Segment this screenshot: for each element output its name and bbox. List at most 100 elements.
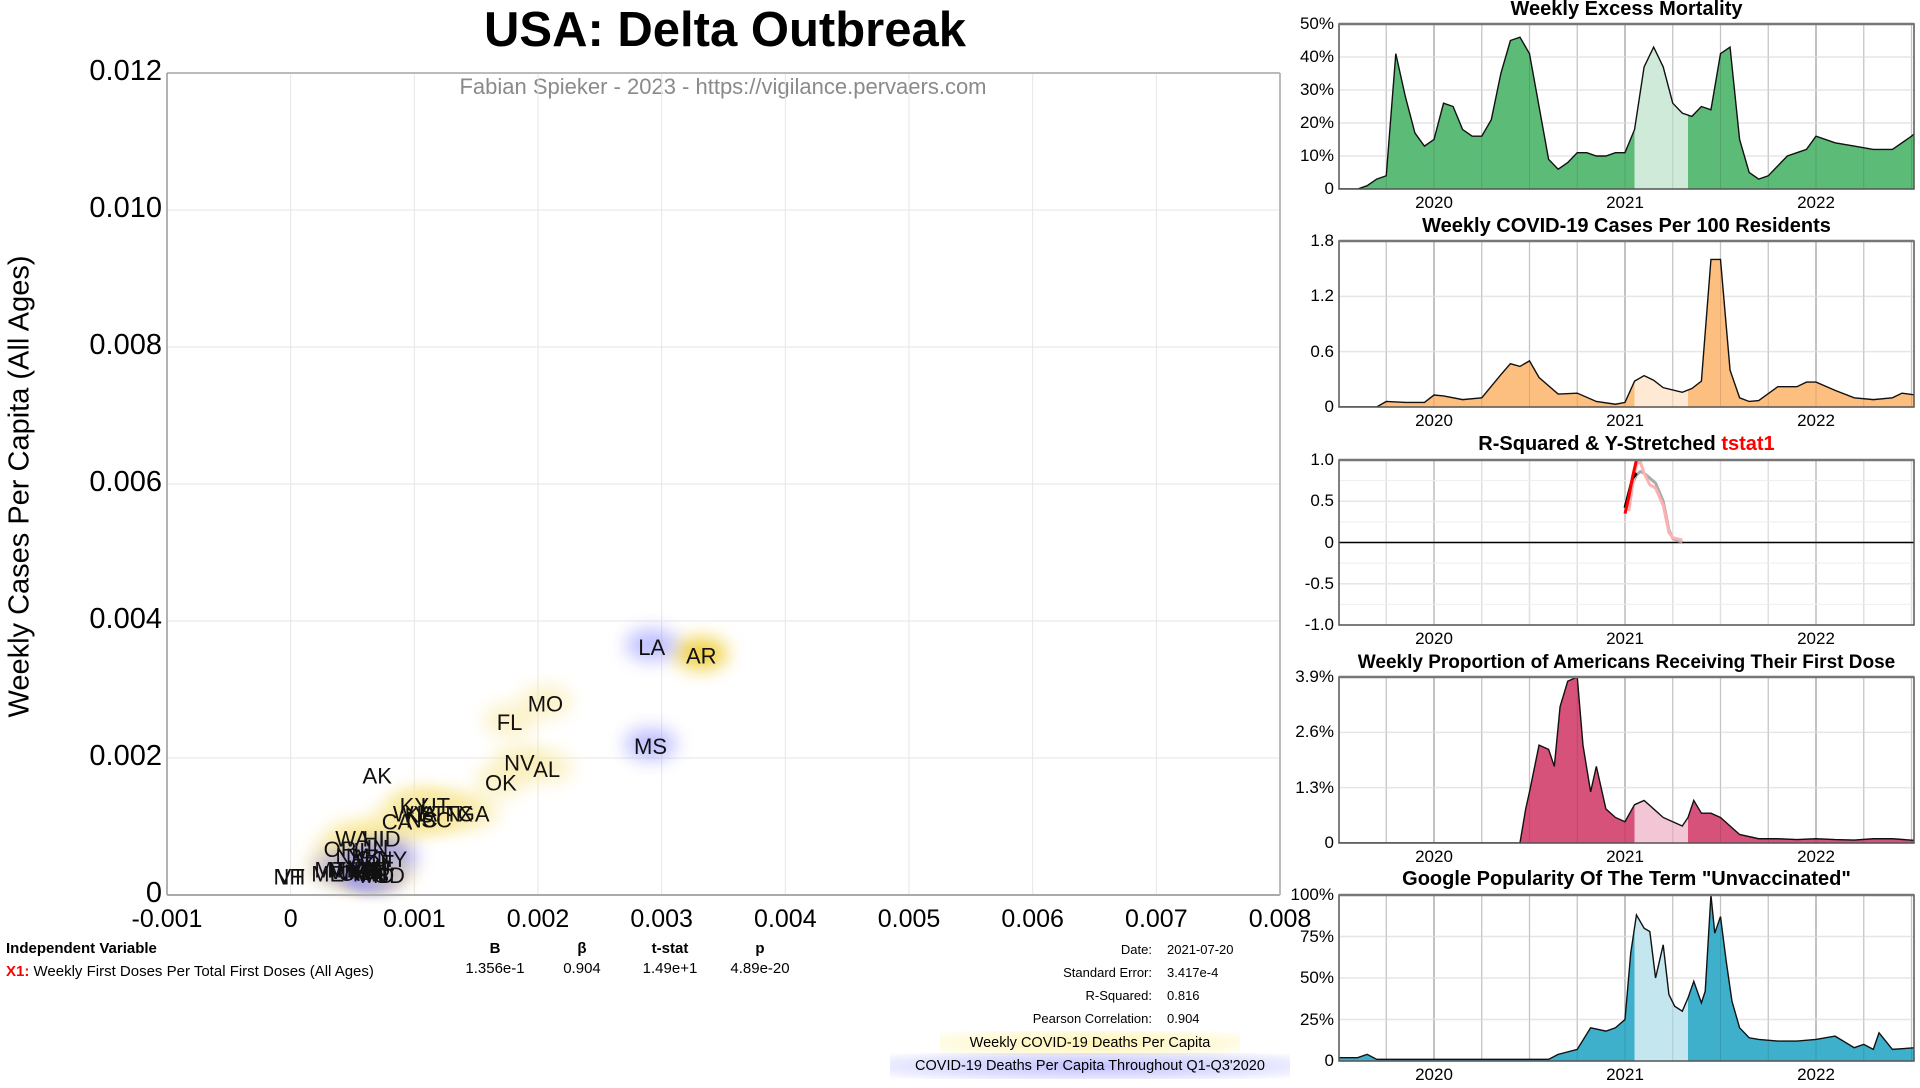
panel-y-tick-label: 0 bbox=[1324, 397, 1334, 416]
point-glow bbox=[519, 685, 572, 718]
panel-x-tick-label: 2020 bbox=[1415, 411, 1453, 430]
y-tick-label: 0 bbox=[145, 877, 162, 909]
point-label-va: VA bbox=[349, 856, 377, 881]
panel-x-tick-label: 2020 bbox=[1415, 847, 1453, 866]
point-glow bbox=[474, 764, 527, 797]
y-tick-label: 0.002 bbox=[89, 740, 162, 772]
x-tick-label: 0.002 bbox=[506, 905, 570, 933]
point-label-ca: CA bbox=[382, 810, 413, 835]
panel-x-tick-label: 2022 bbox=[1797, 193, 1835, 212]
point-label-ny: NY bbox=[377, 847, 408, 872]
col-beta-header: β bbox=[577, 940, 587, 957]
panel-y-tick-label: 30% bbox=[1299, 80, 1334, 99]
x-tick-label: 0.004 bbox=[754, 905, 817, 933]
point-label-al: AL bbox=[533, 757, 560, 782]
point-label-nh: NH bbox=[274, 864, 306, 889]
point-label-ri: RI bbox=[361, 862, 383, 887]
point-label-mn: MN bbox=[353, 862, 387, 887]
y-tick-label: 0.006 bbox=[89, 466, 162, 498]
x-tick-label: 0 bbox=[283, 905, 298, 933]
panel-x-tick-label: 2022 bbox=[1797, 411, 1835, 430]
panel-y-tick-label: 0 bbox=[1324, 1051, 1334, 1070]
point-label-nd: ND bbox=[344, 860, 376, 885]
panel-y-tick-label: 100% bbox=[1290, 885, 1334, 904]
highlight-band bbox=[1634, 914, 1689, 1061]
panel-y-tick-label: 0.5 bbox=[1310, 491, 1334, 511]
panel-1 bbox=[1338, 22, 1915, 190]
panel-y-tick-label: -1.0 bbox=[1304, 615, 1334, 634]
panel-y-tick-label: 0 bbox=[1324, 532, 1334, 552]
x1-label: X1: bbox=[6, 963, 30, 980]
r-squared-label: R-Squared: bbox=[1085, 988, 1152, 1003]
point-glow bbox=[520, 750, 573, 783]
panel-y-tick-label: 20% bbox=[1299, 113, 1334, 132]
point-label-ga: GA bbox=[458, 801, 490, 826]
panel-y-tick-label: 1.3% bbox=[1295, 777, 1334, 797]
point-label-sd: SD bbox=[374, 863, 405, 888]
point-label-in: IN bbox=[366, 836, 388, 861]
x-tick-label: 0.008 bbox=[1248, 905, 1312, 933]
point-label-mo: MO bbox=[528, 692, 563, 717]
point-label-co: CO bbox=[356, 846, 389, 871]
point-label-hi: HI bbox=[363, 827, 385, 852]
panel-y-tick-label: 0 bbox=[1324, 179, 1334, 198]
x-tick-label: -0.001 bbox=[131, 905, 203, 933]
panel-y-tick-label: 3.9% bbox=[1295, 667, 1334, 686]
date-label: Date: bbox=[1120, 942, 1152, 957]
panel-unvaccinated-title: Google Popularity Of The Term "Unvaccina… bbox=[1402, 868, 1851, 890]
panel-excess-mortality-title: Weekly Excess Mortality bbox=[1510, 0, 1743, 20]
point-label-sc: SC bbox=[421, 807, 452, 832]
point-label-il: IL bbox=[353, 838, 371, 863]
panel-x-tick-label: 2021 bbox=[1606, 193, 1644, 212]
panel-y-tick-label: 75% bbox=[1299, 926, 1334, 946]
point-label-ky: KY bbox=[400, 794, 430, 819]
panel-y-tick-label: -0.5 bbox=[1304, 573, 1334, 593]
point-label-wy: WY bbox=[393, 801, 429, 826]
point-glow bbox=[395, 801, 448, 834]
point-label-mt: MT bbox=[314, 857, 346, 882]
legend-blue-entry: COVID-19 Deaths Per Capita Throughout Q1… bbox=[890, 1053, 1290, 1079]
col-B-header: B bbox=[489, 940, 501, 957]
point-label-nm: NM bbox=[335, 844, 369, 869]
point-label-nc: NC bbox=[406, 807, 438, 832]
panel-rsquared-title-tstat: tstat1 bbox=[1721, 433, 1775, 455]
panel-y-tick-label: 1.0 bbox=[1310, 450, 1334, 469]
x-tick-label: 0.003 bbox=[630, 905, 693, 933]
panel-y-tick-label: 1.8 bbox=[1310, 231, 1334, 250]
panel-x-tick-label: 2020 bbox=[1415, 193, 1453, 212]
value-beta: 0.904 bbox=[563, 960, 601, 977]
area-line bbox=[1339, 895, 1914, 1061]
panel-y-tick-label: 25% bbox=[1299, 1009, 1334, 1029]
point-label-me: ME bbox=[311, 862, 344, 887]
panel-first-dose-title: Weekly Proportion of Americans Receiving… bbox=[1357, 652, 1896, 673]
panel-x-tick-label: 2020 bbox=[1415, 629, 1453, 648]
panel-x-tick-label: 2021 bbox=[1606, 629, 1644, 648]
scatter-glows bbox=[304, 628, 728, 889]
value-p: 4.89e-20 bbox=[730, 960, 790, 977]
x-tick-label: 0.005 bbox=[877, 905, 941, 933]
point-glow bbox=[675, 637, 728, 670]
point-label-or: OR bbox=[324, 837, 357, 862]
panel-y-tick-label: 50% bbox=[1299, 968, 1334, 987]
point-label-md: MD bbox=[360, 863, 394, 888]
point-label-ut: UT bbox=[421, 794, 450, 819]
panel-x-tick-label: 2022 bbox=[1797, 847, 1835, 866]
point-label-nj: NJ bbox=[364, 856, 391, 881]
area-fill bbox=[1339, 895, 1914, 1061]
panel-background bbox=[1339, 677, 1914, 843]
panel-x-tick-label: 2021 bbox=[1606, 411, 1644, 430]
panel-y-tick-label: 0.6 bbox=[1310, 341, 1334, 361]
point-label-ma: MA bbox=[348, 860, 381, 885]
y-tick-label: 0.004 bbox=[89, 603, 162, 635]
panel-y-tick-label: 1.2 bbox=[1310, 286, 1334, 306]
x-tick-label: 0.006 bbox=[1001, 905, 1064, 933]
point-label-wv: WV bbox=[330, 859, 366, 884]
standard-error-label: Standard Error: bbox=[1063, 965, 1152, 980]
value-tstat: 1.49e+1 bbox=[642, 960, 698, 977]
chart-title: USA: Delta Outbreak bbox=[484, 3, 966, 57]
point-label-id: ID bbox=[379, 827, 401, 852]
point-label-ia: IA bbox=[416, 801, 437, 826]
